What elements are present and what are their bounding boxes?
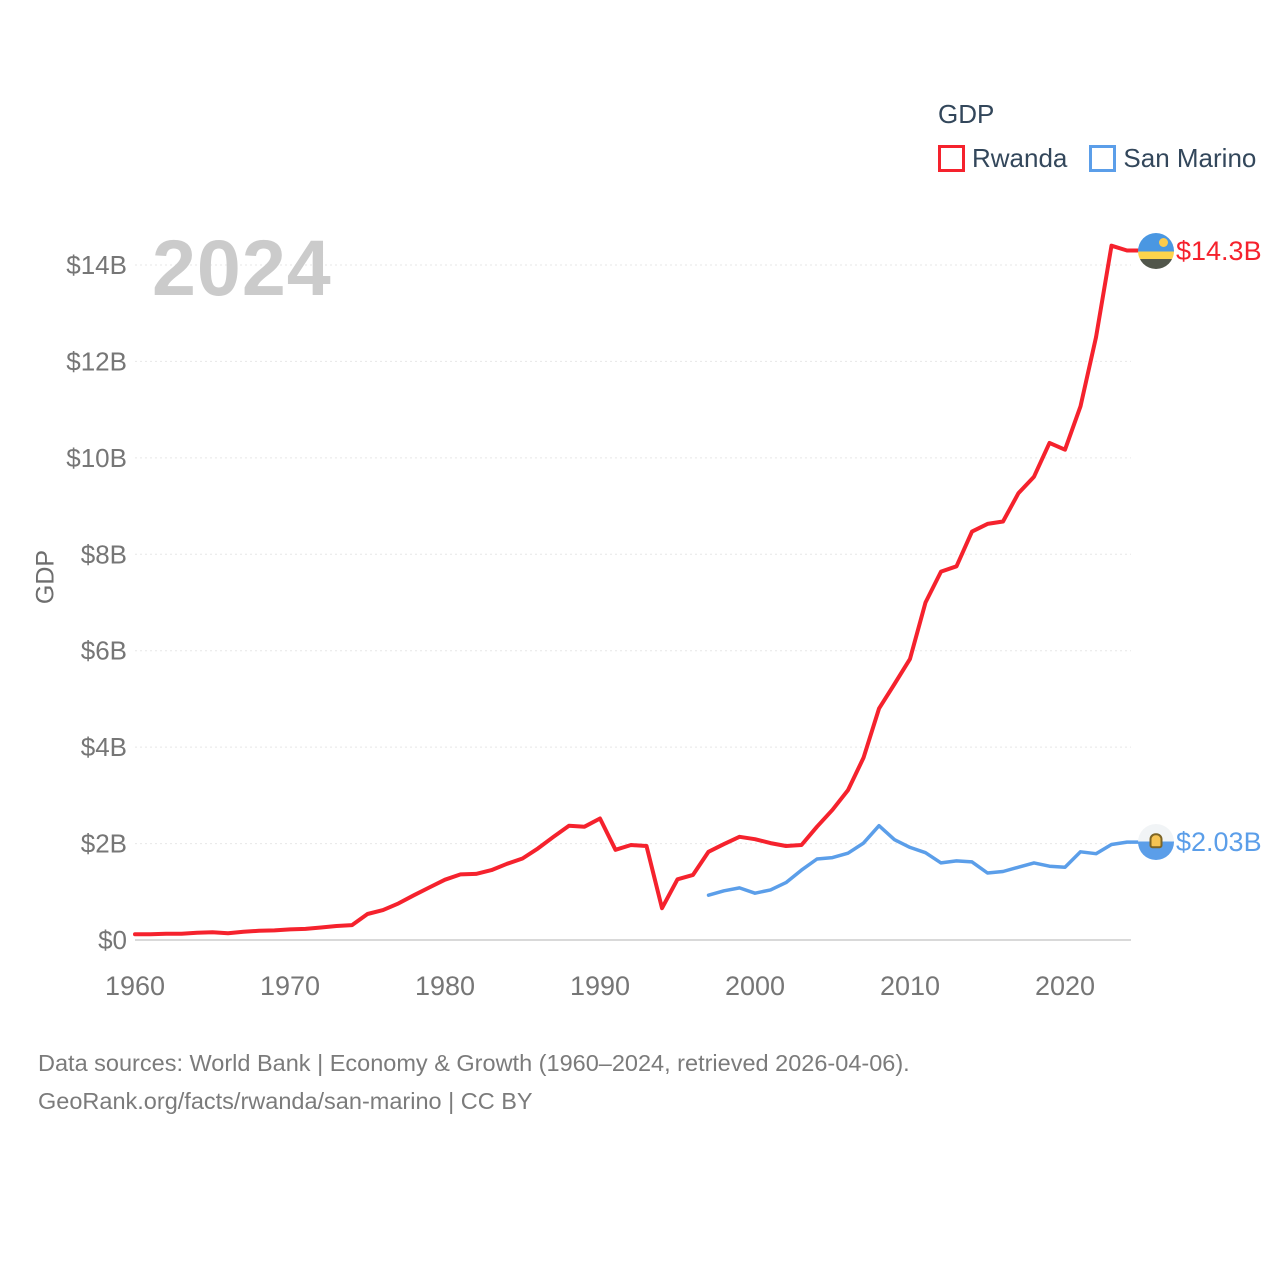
legend-item-rwanda[interactable]: Rwanda: [938, 143, 1067, 174]
rwanda-swatch-icon: [938, 144, 965, 172]
y-tick-label: $10B: [66, 443, 127, 473]
x-tick-label: 2000: [725, 971, 785, 1001]
x-tick-label: 2020: [1035, 971, 1095, 1001]
legend: GDP Rwanda San Marino: [938, 100, 1256, 174]
rwanda-flag-icon: [1138, 232, 1174, 269]
rwanda-line[interactable]: [133, 243, 1143, 937]
source-line-2: GeoRank.org/facts/rwanda/san-marino | CC…: [38, 1088, 533, 1114]
y-tick-label: $2B: [81, 829, 127, 859]
rwanda-flag-sun-icon: [1159, 237, 1168, 247]
y-tick-label: $8B: [81, 539, 127, 569]
y-tick-label: $0: [98, 925, 127, 955]
y-tick-label: $14B: [66, 250, 127, 280]
year-watermark: 2024: [152, 223, 332, 312]
source-attribution: Data sources: World Bank | Economy & Gro…: [38, 1044, 910, 1120]
san-marino-swatch-icon: [1089, 144, 1117, 172]
source-line-1: Data sources: World Bank | Economy & Gro…: [38, 1050, 910, 1076]
x-tick-label: 1970: [260, 971, 320, 1001]
x-tick-label: 2010: [880, 971, 940, 1001]
x-tick-label: 1980: [415, 971, 475, 1001]
san-marino-flag-icon: [1138, 824, 1174, 861]
san-marino-end-value: $2.03B: [1176, 827, 1262, 858]
x-tick-label: 1990: [570, 971, 630, 1001]
legend-item-san-marino[interactable]: San Marino: [1089, 143, 1256, 174]
y-tick-label: $6B: [81, 636, 127, 666]
legend-title: GDP: [938, 99, 995, 129]
x-tick-label: 1960: [105, 971, 165, 1001]
legend-row: Rwanda San Marino: [938, 143, 1256, 174]
y-tick-label: $12B: [66, 346, 127, 376]
y-tick-label: $4B: [81, 732, 127, 762]
rwanda-end-value: $14.3B: [1176, 235, 1262, 266]
legend-label-san-marino: San Marino: [1123, 142, 1257, 173]
san-marino-line[interactable]: [706, 823, 1143, 897]
legend-label-rwanda: Rwanda: [972, 142, 1068, 173]
y-axis-title: GDP: [31, 549, 60, 605]
san-marino-flag-crown-icon: [1149, 833, 1163, 849]
